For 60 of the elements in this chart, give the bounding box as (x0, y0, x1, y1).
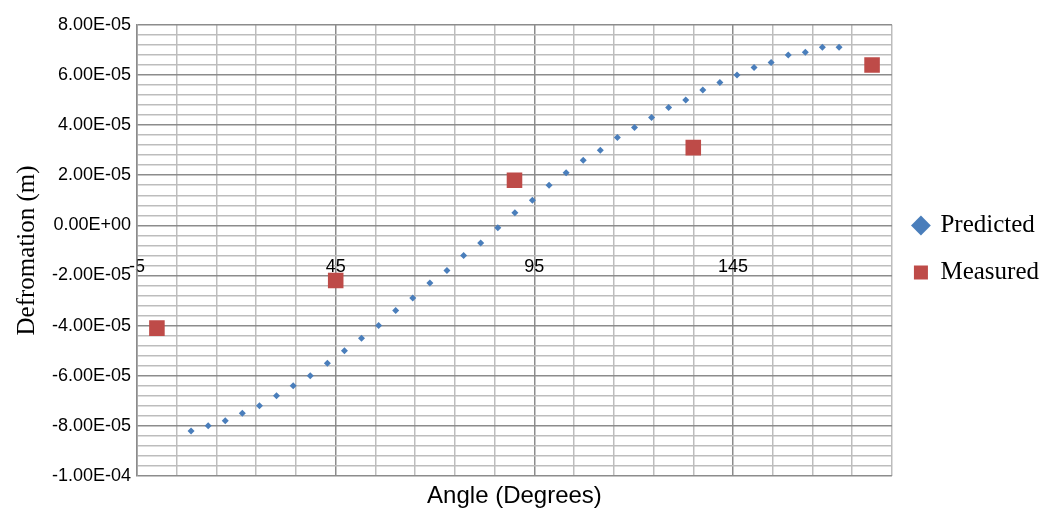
y-tick-label: -4.00E-05 (51, 314, 132, 335)
point (358, 334, 366, 342)
point (426, 279, 434, 287)
y-tick-label: 6.00E-05 (57, 63, 132, 84)
y-tick-label: 2.00E-05 (57, 164, 132, 185)
point (327, 272, 344, 289)
point (221, 417, 229, 425)
point (767, 58, 775, 66)
point (255, 402, 263, 410)
point (630, 124, 638, 132)
point (409, 294, 417, 302)
point (648, 114, 656, 122)
point (443, 266, 451, 274)
point (506, 172, 523, 188)
point (494, 224, 502, 232)
y-tick-label: 4.00E-05 (57, 114, 132, 135)
point (665, 104, 673, 112)
y-tick-label: -8.00E-05 (51, 414, 132, 435)
point (273, 392, 280, 400)
y-axis-title: Defromation (m) (11, 165, 40, 336)
point (699, 86, 707, 94)
point (716, 78, 724, 86)
point (562, 169, 570, 177)
point (306, 372, 314, 380)
point (511, 209, 519, 217)
y-tick-label: 8.00E-05 (57, 13, 132, 34)
point (528, 196, 536, 204)
y-tick-label: -6.00E-05 (51, 364, 132, 385)
point (323, 359, 331, 367)
point (238, 409, 246, 417)
y-tick-label: 0.00E+00 (53, 214, 132, 235)
point (340, 347, 348, 355)
legend-label: Predicted (940, 210, 1036, 238)
point (392, 307, 400, 315)
point (682, 96, 690, 104)
point (818, 43, 826, 51)
point (733, 71, 741, 79)
x-tick-label: 45 (325, 256, 346, 277)
point (460, 251, 468, 259)
legend-label: Measured (940, 257, 1040, 285)
y-tick-label: -1.00E-04 (51, 464, 132, 485)
point (187, 427, 195, 435)
point (289, 382, 297, 390)
point (685, 139, 702, 156)
point (835, 43, 843, 51)
point (579, 156, 587, 164)
point (545, 181, 553, 189)
x-tick-label: 95 (524, 256, 545, 277)
point (477, 239, 485, 247)
point (596, 146, 604, 154)
point (784, 51, 792, 59)
point (750, 63, 758, 71)
point (375, 322, 383, 330)
point (801, 48, 809, 56)
x-tick-label: 145 (717, 256, 749, 277)
point (204, 422, 212, 430)
point (149, 320, 165, 336)
point (864, 57, 880, 73)
x-axis-title: Angle (Degrees) (427, 480, 602, 508)
point (613, 134, 621, 142)
